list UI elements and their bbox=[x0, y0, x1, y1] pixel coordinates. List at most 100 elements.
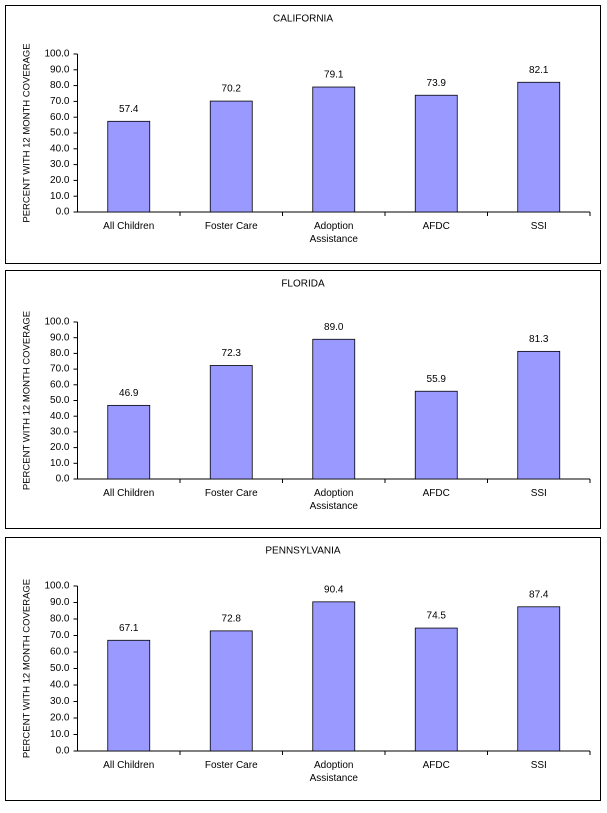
x-tick-label-box: Foster Care bbox=[204, 488, 258, 499]
chart-title: CALIFORNIA bbox=[273, 14, 333, 25]
y-tick-label: 0.0 bbox=[56, 746, 70, 757]
bar bbox=[312, 338, 356, 480]
chart-title: FLORIDA bbox=[281, 279, 325, 290]
y-tick-label: 100.0 bbox=[44, 49, 69, 60]
value-label: 73.9 bbox=[427, 78, 447, 89]
x-tick-label: SSI bbox=[530, 221, 547, 232]
bar bbox=[209, 630, 253, 752]
x-tick-label: Adoption Assistance bbox=[309, 760, 358, 784]
y-tick-label: 60.0 bbox=[50, 647, 70, 658]
bar bbox=[517, 81, 561, 213]
bar bbox=[107, 404, 151, 480]
x-tick-label-box: Adoption Assistance bbox=[309, 221, 358, 245]
x-tick-label-box: SSI bbox=[531, 760, 547, 771]
y-tick-label: 40.0 bbox=[50, 680, 70, 691]
x-tick-label: Foster Care bbox=[204, 760, 258, 771]
x-tick-label: SSI bbox=[530, 488, 547, 499]
x-tick-label-box: AFDC bbox=[422, 488, 450, 499]
value-label: 74.5 bbox=[427, 611, 447, 622]
bar bbox=[414, 627, 458, 752]
bar bbox=[517, 350, 561, 480]
chart-panel: FLORIDA PERCENT WITH 12 MONTH COVERAGE 0.0… bbox=[5, 270, 601, 529]
y-tick-label: 100.0 bbox=[44, 317, 69, 328]
value-label: 87.4 bbox=[529, 589, 549, 600]
y-axis-label: PERCENT WITH 12 MONTH COVERAGE bbox=[22, 43, 33, 222]
value-label: 81.3 bbox=[529, 334, 549, 345]
y-tick-label: 30.0 bbox=[50, 427, 70, 438]
value-label: 55.9 bbox=[427, 374, 447, 385]
y-tick-label: 70.0 bbox=[50, 364, 70, 375]
y-tick-label: 10.0 bbox=[50, 729, 70, 740]
chart-panel: CALIFORNIA PERCENT WITH 12 MONTH COVERAGE… bbox=[5, 5, 601, 264]
x-tick-label-box: Foster Care bbox=[204, 760, 258, 771]
value-label: 90.4 bbox=[324, 584, 344, 595]
y-tick-label: 20.0 bbox=[50, 713, 70, 724]
x-tick-label: Adoption Assistance bbox=[309, 221, 358, 245]
panel-border bbox=[5, 270, 601, 529]
y-axis-label: PERCENT WITH 12 MONTH COVERAGE bbox=[22, 311, 33, 490]
y-tick-label: 60.0 bbox=[50, 112, 70, 123]
x-tick-label: AFDC bbox=[422, 221, 450, 232]
value-label: 72.3 bbox=[222, 348, 242, 359]
chart-title: PENNSYLVANIA bbox=[265, 546, 341, 557]
x-tick-label: AFDC bbox=[422, 760, 450, 771]
x-tick-label-box: Adoption Assistance bbox=[309, 488, 358, 512]
y-tick-label: 40.0 bbox=[50, 143, 70, 154]
bar bbox=[312, 601, 356, 752]
y-tick-label: 90.0 bbox=[50, 332, 70, 343]
x-tick-label-box: Adoption Assistance bbox=[309, 760, 358, 784]
x-tick-label: Foster Care bbox=[204, 221, 258, 232]
x-tick-label-box: SSI bbox=[530, 221, 547, 232]
y-tick-label: 50.0 bbox=[50, 395, 70, 406]
panel-border bbox=[5, 5, 601, 264]
y-tick-label: 80.0 bbox=[50, 80, 70, 91]
x-tick-label-box: SSI bbox=[530, 488, 547, 499]
y-tick-label: 90.0 bbox=[50, 597, 70, 608]
bar bbox=[517, 606, 561, 752]
bar bbox=[209, 100, 253, 213]
y-tick-label: 50.0 bbox=[50, 663, 70, 674]
bar bbox=[209, 365, 253, 480]
bar bbox=[312, 86, 356, 213]
x-tick-label-box: AFDC bbox=[422, 760, 450, 771]
y-tick-label: 10.0 bbox=[50, 458, 70, 469]
x-tick-label-box: Foster Care bbox=[204, 221, 258, 232]
value-label: 67.1 bbox=[119, 623, 139, 634]
value-label: 46.9 bbox=[119, 388, 139, 399]
x-tick-label: Adoption Assistance bbox=[309, 488, 358, 512]
y-tick-label: 30.0 bbox=[50, 159, 70, 170]
y-tick-label: 0.0 bbox=[56, 474, 70, 485]
bar bbox=[414, 390, 458, 480]
bar bbox=[107, 120, 151, 213]
value-label: 89.0 bbox=[324, 322, 344, 333]
y-tick-label: 80.0 bbox=[50, 614, 70, 625]
value-label: 82.1 bbox=[529, 65, 549, 76]
y-tick-label: 20.0 bbox=[50, 175, 70, 186]
value-label: 79.1 bbox=[324, 70, 344, 81]
y-tick-label: 80.0 bbox=[50, 348, 70, 359]
x-tick-label: Foster Care bbox=[204, 488, 258, 499]
x-tick-label-box: All Children bbox=[103, 760, 154, 771]
bar bbox=[414, 94, 458, 213]
x-tick-label-box: All Children bbox=[103, 488, 155, 499]
x-tick-label-box: AFDC bbox=[422, 221, 450, 232]
y-tick-label: 60.0 bbox=[50, 379, 70, 390]
x-tick-label: All Children bbox=[103, 488, 155, 499]
y-tick-label: 20.0 bbox=[50, 442, 70, 453]
chart-panel: PENNSYLVANIA PERCENT WITH 12 MONTH COVERA… bbox=[5, 537, 601, 801]
panel-border bbox=[5, 537, 601, 801]
y-tick-label: 50.0 bbox=[50, 128, 70, 139]
bar bbox=[107, 639, 151, 752]
value-label: 72.8 bbox=[222, 614, 242, 625]
value-label: 70.2 bbox=[222, 84, 242, 95]
y-tick-label: 10.0 bbox=[50, 191, 70, 202]
x-tick-label-box: All Children bbox=[103, 221, 155, 232]
y-tick-label: 70.0 bbox=[50, 630, 70, 641]
y-tick-label: 30.0 bbox=[50, 696, 70, 707]
x-tick-label: AFDC bbox=[422, 488, 450, 499]
y-tick-label: 90.0 bbox=[50, 64, 70, 75]
y-tick-label: 100.0 bbox=[44, 581, 69, 592]
x-tick-label: All Children bbox=[103, 221, 155, 232]
y-tick-label: 0.0 bbox=[56, 207, 70, 218]
